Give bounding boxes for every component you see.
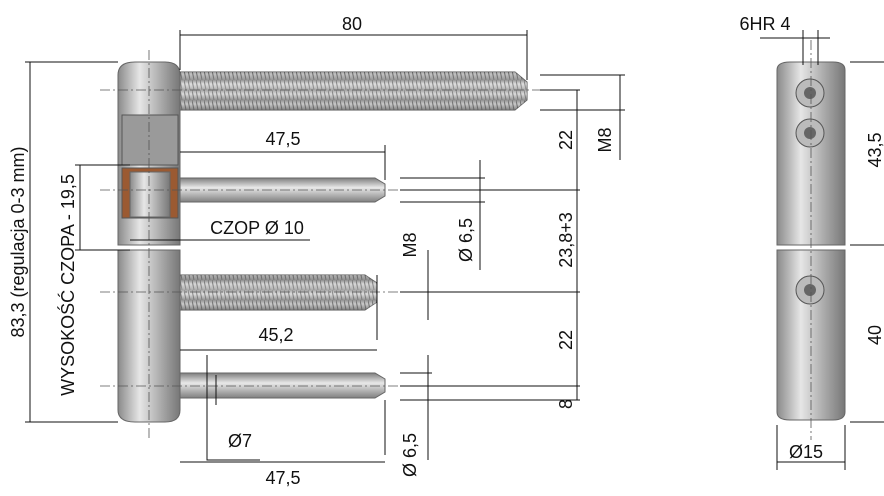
dim-label: CZOP Ø 10 — [210, 218, 304, 238]
dim-label: 47,5 — [265, 129, 300, 149]
dim-label: 6HR 4 — [739, 14, 790, 34]
dim-label: Ø15 — [789, 442, 823, 462]
dim-label: Ø7 — [228, 431, 252, 451]
dim-label: 83,3 (regulacja 0-3 mm) — [8, 146, 28, 337]
dim-label: M8 — [400, 232, 420, 257]
dim-label: WYSOKOŚĆ CZOPA - 19,5 — [57, 174, 78, 396]
dim-label: M8 — [595, 127, 615, 152]
dimension-lines — [25, 30, 884, 470]
dim-label: 43,5 — [865, 132, 884, 167]
hinge-side-view — [117, 61, 528, 423]
dim-label: 22 — [556, 330, 576, 350]
dim-label: Ø 6,5 — [400, 433, 420, 477]
dim-label: Ø 6,5 — [456, 218, 476, 262]
dim-label: 22 — [556, 130, 576, 150]
dim-label: 47,5 — [265, 468, 300, 488]
dim-label: 23,8+3 — [556, 212, 576, 268]
dim-label: 45,2 — [258, 325, 293, 345]
dim-label: 80 — [342, 14, 362, 34]
dim-label: 8 — [556, 399, 576, 409]
dim-label: 40 — [865, 325, 884, 345]
